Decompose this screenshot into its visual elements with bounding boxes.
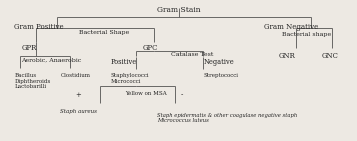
Text: Bacterial shape: Bacterial shape	[282, 32, 331, 37]
Text: Staphylococci
Micrococci: Staphylococci Micrococci	[111, 73, 149, 84]
Text: Negative: Negative	[203, 58, 234, 66]
Text: Staph aureus: Staph aureus	[60, 109, 97, 114]
Text: Positive: Positive	[111, 58, 137, 66]
Text: Clostidium: Clostidium	[61, 73, 91, 78]
Text: Streptococci: Streptococci	[203, 73, 238, 78]
Text: Gram Stain: Gram Stain	[157, 6, 200, 14]
Text: GNC: GNC	[321, 52, 338, 60]
Text: Bacillus
Diphtheroids
Lactobarilli: Bacillus Diphtheroids Lactobarilli	[14, 73, 51, 89]
Text: Aerobic, Anaerobic: Aerobic, Anaerobic	[21, 58, 82, 63]
Text: Yellow on MSA: Yellow on MSA	[125, 91, 167, 96]
Text: Catalase Test: Catalase Test	[171, 52, 214, 57]
Text: Gram Negative: Gram Negative	[264, 23, 318, 31]
Text: Bacterial Shape: Bacterial Shape	[79, 30, 129, 35]
Text: +: +	[76, 91, 81, 99]
Text: GPC: GPC	[143, 44, 158, 52]
Text: -: -	[181, 91, 183, 99]
Text: GNR: GNR	[278, 52, 295, 60]
Text: Staph epidermatis & other coagulase negative staph
Micrococcus luteus: Staph epidermatis & other coagulase nega…	[157, 113, 297, 123]
Text: GPR: GPR	[21, 44, 37, 52]
Text: Gram Positive: Gram Positive	[14, 23, 64, 31]
